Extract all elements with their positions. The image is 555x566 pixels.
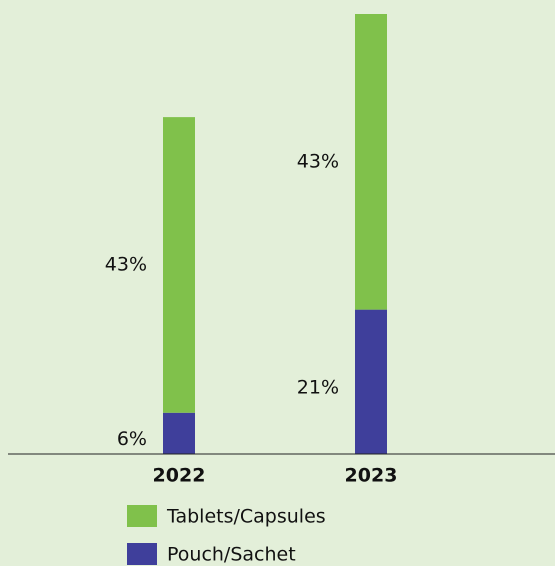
value-label: 21% [297,376,339,398]
value-label: 43% [297,150,339,172]
x-tick-label: 2022 [153,465,206,487]
bar-segment [163,117,195,413]
bar-segment [355,14,387,310]
bar-segment [355,309,387,454]
legend-label: Pouch/Sachet [167,544,296,566]
legend-label: Tablets/Capsules [166,506,326,528]
legend-swatch [127,505,157,527]
legend-swatch [127,543,157,565]
value-label: 6% [117,428,147,450]
bar-segment [163,412,195,454]
x-tick-label: 2023 [345,465,398,487]
value-label: 43% [105,253,147,275]
